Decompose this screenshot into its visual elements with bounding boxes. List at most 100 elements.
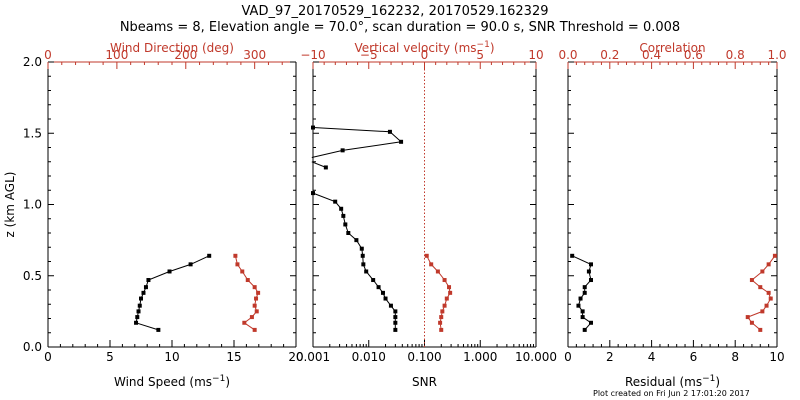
data-point-red xyxy=(254,296,259,301)
x-top-tick-label: 0.8 xyxy=(726,48,745,62)
x-bottom-tick-label: 0.010 xyxy=(352,350,386,364)
data-point-red xyxy=(772,253,777,258)
x-top-tick-label: 200 xyxy=(174,48,197,62)
data-point-red xyxy=(758,285,763,290)
data-point-black xyxy=(387,129,392,134)
data-point-black xyxy=(578,296,583,301)
series-line-black xyxy=(311,161,326,168)
data-point-black xyxy=(388,303,393,308)
x-bottom-tick-label: 5 xyxy=(106,350,114,364)
data-point-black xyxy=(156,327,161,332)
data-point-red xyxy=(429,262,434,267)
data-point-red xyxy=(439,327,444,332)
x-bottom-tick-label: 4 xyxy=(648,350,656,364)
data-point-black xyxy=(570,253,575,258)
data-point-black xyxy=(340,148,345,153)
data-point-black xyxy=(339,206,344,211)
x-bottom-tick-label: 10 xyxy=(164,350,179,364)
data-point-black xyxy=(136,309,141,314)
x-top-tick-label: −10 xyxy=(300,48,325,62)
data-point-black xyxy=(371,278,376,283)
data-point-black xyxy=(359,246,364,251)
data-point-black xyxy=(360,253,365,258)
data-point-black xyxy=(576,303,581,308)
data-point-red xyxy=(442,278,447,283)
data-point-red xyxy=(444,296,449,301)
data-point-black xyxy=(346,231,351,235)
x-top-axis-label: Vertical velocity (ms−1) xyxy=(354,40,494,55)
y-tick-label: 2.0 xyxy=(23,55,42,69)
x-top-tick-label: −5 xyxy=(360,48,378,62)
panel-2: 0.001 0.010 0.100 1.000 10.000 SNR −10 −5 0 5 10 Ve… xyxy=(296,40,557,389)
data-point-red xyxy=(760,269,765,274)
data-point-red xyxy=(745,315,750,320)
data-point-red xyxy=(254,309,259,314)
y-tick-label: 1.0 xyxy=(23,198,42,212)
data-point-black xyxy=(580,309,585,314)
data-point-black xyxy=(146,278,151,283)
data-point-red xyxy=(245,278,250,283)
data-point-black xyxy=(393,320,398,325)
data-point-black xyxy=(361,262,366,267)
data-point-black xyxy=(393,315,398,320)
x-bottom-axis-label: SNR xyxy=(412,375,437,389)
data-point-red xyxy=(439,315,444,320)
series-line-red xyxy=(746,255,776,331)
x-bottom-tick-label: 1.000 xyxy=(463,350,497,364)
data-point-black xyxy=(167,269,172,274)
x-top-tick-label: 0 xyxy=(44,48,52,62)
x-bottom-axis-label: Wind Speed (ms−1) xyxy=(114,374,230,389)
x-bottom-tick-label: 10 xyxy=(769,350,784,364)
plot-created-footer: Plot created on Fri Jun 2 17:01:20 2017 xyxy=(593,389,750,398)
data-point-black xyxy=(399,139,404,144)
data-point-black xyxy=(586,269,591,274)
data-point-black xyxy=(141,290,146,295)
data-point-black xyxy=(383,296,388,301)
y-tick-label: 0.0 xyxy=(23,340,42,354)
data-point-black xyxy=(341,213,346,218)
x-top-tick-label: 0.2 xyxy=(600,48,619,62)
data-point-black xyxy=(207,253,212,258)
x-top-tick-label: 10 xyxy=(528,48,543,62)
data-point-black xyxy=(582,327,587,332)
chart-title: VAD_97_20170529_162232, 20170529.162329 xyxy=(242,4,549,19)
x-bottom-tick-label: 20 xyxy=(288,350,303,364)
data-point-black xyxy=(311,125,315,130)
y-axis-label: z (km AGL) xyxy=(3,172,17,238)
chart-subtitle: Nbeams = 8, Elevation angle = 70.0°, sca… xyxy=(120,20,680,35)
x-bottom-tick-label: 2 xyxy=(606,350,614,364)
x-top-tick-label: 300 xyxy=(243,48,266,62)
series-line-black xyxy=(311,127,403,158)
data-point-black xyxy=(376,285,381,290)
data-point-red xyxy=(438,320,443,325)
data-point-black xyxy=(582,285,587,290)
data-point-red xyxy=(442,303,447,308)
data-point-black xyxy=(188,262,193,267)
panel-3: 0 2 4 6 8 10 Residual (ms−1) 0.0 0.2 0.4 0.6 0.8 1.0… xyxy=(558,41,786,389)
data-point-red xyxy=(240,269,245,274)
data-point-black xyxy=(588,320,593,325)
data-point-red xyxy=(760,309,765,314)
data-point-black xyxy=(137,303,142,308)
data-point-red xyxy=(447,285,452,290)
data-point-black xyxy=(582,290,587,295)
x-bottom-tick-label: 8 xyxy=(731,350,739,364)
data-point-red xyxy=(758,327,763,332)
x-top-tick-label: 5 xyxy=(476,48,484,62)
data-point-red xyxy=(233,253,238,258)
x-top-tick-label: 0 xyxy=(421,48,429,62)
data-point-red xyxy=(440,309,445,314)
data-point-red xyxy=(766,262,771,267)
data-point-red xyxy=(766,290,771,295)
data-point-red xyxy=(749,320,754,325)
data-point-black xyxy=(580,315,585,320)
data-point-red xyxy=(448,290,453,295)
data-point-black xyxy=(333,199,338,204)
series-line-black xyxy=(135,255,210,331)
data-point-black xyxy=(311,191,315,196)
data-point-red xyxy=(764,303,769,308)
panel-1: 0.0 0.5 1.0 1.5 2.0 z (km AGL) 0 5 10 15 20 Wind Sp… xyxy=(3,41,304,389)
